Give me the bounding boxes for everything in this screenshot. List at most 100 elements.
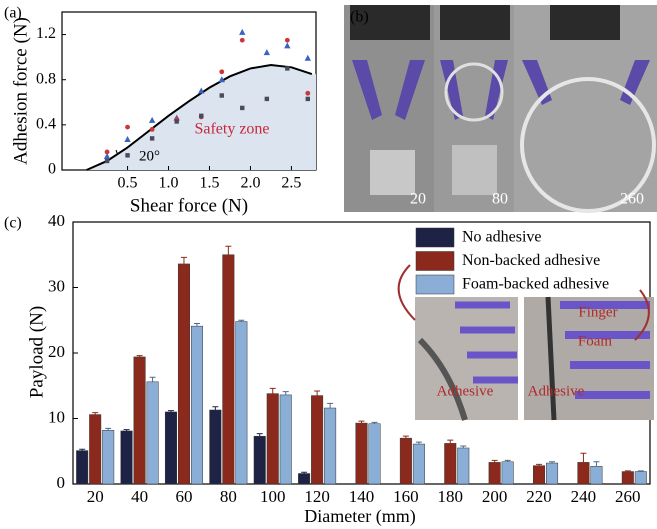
- y-tick-label: 0: [57, 473, 66, 492]
- finger-ribs: [455, 301, 518, 384]
- bar: [76, 450, 89, 485]
- error-bar: [149, 376, 156, 382]
- bar: [146, 381, 159, 485]
- point: [174, 119, 179, 124]
- error-bar: [193, 323, 200, 327]
- bar: [120, 430, 133, 485]
- bar: [488, 462, 501, 485]
- foam-layer: [545, 296, 557, 421]
- inset-label: Adhesive: [528, 383, 585, 399]
- weight: [452, 145, 497, 195]
- bar: [590, 466, 603, 485]
- error-bar: [593, 461, 600, 467]
- bar: [298, 473, 311, 485]
- gripper: [350, 5, 430, 40]
- finger-ribs: [560, 301, 650, 399]
- bar: [177, 263, 190, 485]
- point: [199, 113, 204, 119]
- panel-label: (b): [350, 9, 369, 26]
- point: [148, 116, 156, 123]
- inset-photos: Adhesive Adhesive Finger Foam: [397, 264, 654, 421]
- y-tick-label: 1.2: [36, 25, 56, 42]
- bar: [634, 471, 647, 485]
- bar: [399, 437, 412, 485]
- error-bar: [460, 445, 467, 448]
- error-bar: [358, 420, 365, 424]
- point: [149, 126, 155, 132]
- y-tick-label: 30: [48, 276, 65, 295]
- photo-caption: 260: [620, 191, 644, 208]
- bar: [457, 447, 470, 485]
- point: [219, 93, 224, 98]
- x-tick-label: 20: [87, 487, 104, 506]
- annotation: 20°: [139, 148, 160, 164]
- x-tick-label: 100: [260, 487, 286, 506]
- error-bar: [212, 406, 219, 410]
- error-bar: [301, 471, 308, 474]
- finger: [440, 60, 508, 120]
- bar: [621, 471, 634, 485]
- y-tick-label: 0: [48, 161, 56, 178]
- x-tick-label: 2.0: [240, 175, 260, 192]
- bar: [444, 443, 457, 485]
- y-tick-label: 20: [48, 342, 65, 361]
- legend-swatch: [415, 251, 455, 271]
- bar: [324, 407, 337, 485]
- point: [103, 152, 111, 159]
- point: [285, 66, 290, 71]
- bar: [235, 321, 248, 485]
- point: [239, 28, 246, 35]
- inset-photo: [524, 297, 654, 420]
- legend-swatch: [415, 227, 455, 248]
- bar: [89, 414, 102, 485]
- connector-arc: [397, 264, 650, 341]
- point: [125, 153, 130, 158]
- y-axis-label: Adhesion force (N): [10, 17, 31, 165]
- y-axis-label: Payload (N): [26, 306, 47, 398]
- x-tick-label: 160: [393, 487, 419, 506]
- error-bar: [269, 387, 276, 394]
- bar: [102, 430, 115, 485]
- point: [125, 124, 130, 130]
- panel-label: (a): [4, 5, 22, 22]
- boundary-curve: [86, 64, 313, 171]
- point: [305, 96, 311, 102]
- bar: [133, 356, 146, 485]
- point: [263, 49, 271, 56]
- bar: [577, 462, 590, 485]
- bar: [164, 411, 177, 485]
- x-tick-label: 2.5: [281, 175, 301, 192]
- legend-label: Foam-backed adhesive: [462, 276, 609, 293]
- point: [305, 90, 311, 96]
- bar: [546, 462, 559, 485]
- bar: [501, 461, 514, 485]
- error-bar: [105, 427, 112, 431]
- y-tick-label: 0.8: [36, 70, 56, 87]
- x-tick-label: 80: [220, 487, 237, 506]
- error-bar: [371, 421, 378, 424]
- error-bar: [402, 435, 409, 439]
- bar: [209, 409, 222, 485]
- error-bar: [314, 390, 321, 396]
- error-bar: [256, 433, 263, 437]
- bar: [279, 394, 292, 485]
- x-tick-label: 1.0: [159, 175, 179, 192]
- inset-label: Foam: [578, 333, 613, 349]
- point: [218, 76, 225, 83]
- error-bar: [491, 459, 498, 463]
- error-bar: [79, 448, 86, 451]
- error-bar: [136, 355, 143, 357]
- annotation: Safety zone: [194, 121, 269, 138]
- point: [149, 136, 155, 141]
- error-bar: [504, 459, 511, 462]
- legend-label: No adhesive: [462, 229, 542, 246]
- x-tick-label: 0.5: [118, 175, 138, 192]
- panel-c: 0 10 20 30 40 20 40 60 80 100 120 140 160 180 200 220 24…: [4, 211, 647, 527]
- bar: [253, 435, 266, 485]
- x-tick-label: 120: [304, 487, 330, 506]
- x-tick-label: 40: [131, 487, 148, 506]
- x-tick-label: 1.5: [199, 175, 219, 192]
- error-bar: [282, 391, 289, 395]
- x-axis-label: Diameter (mm): [304, 506, 415, 527]
- y-tick-label: 0.4: [36, 116, 56, 133]
